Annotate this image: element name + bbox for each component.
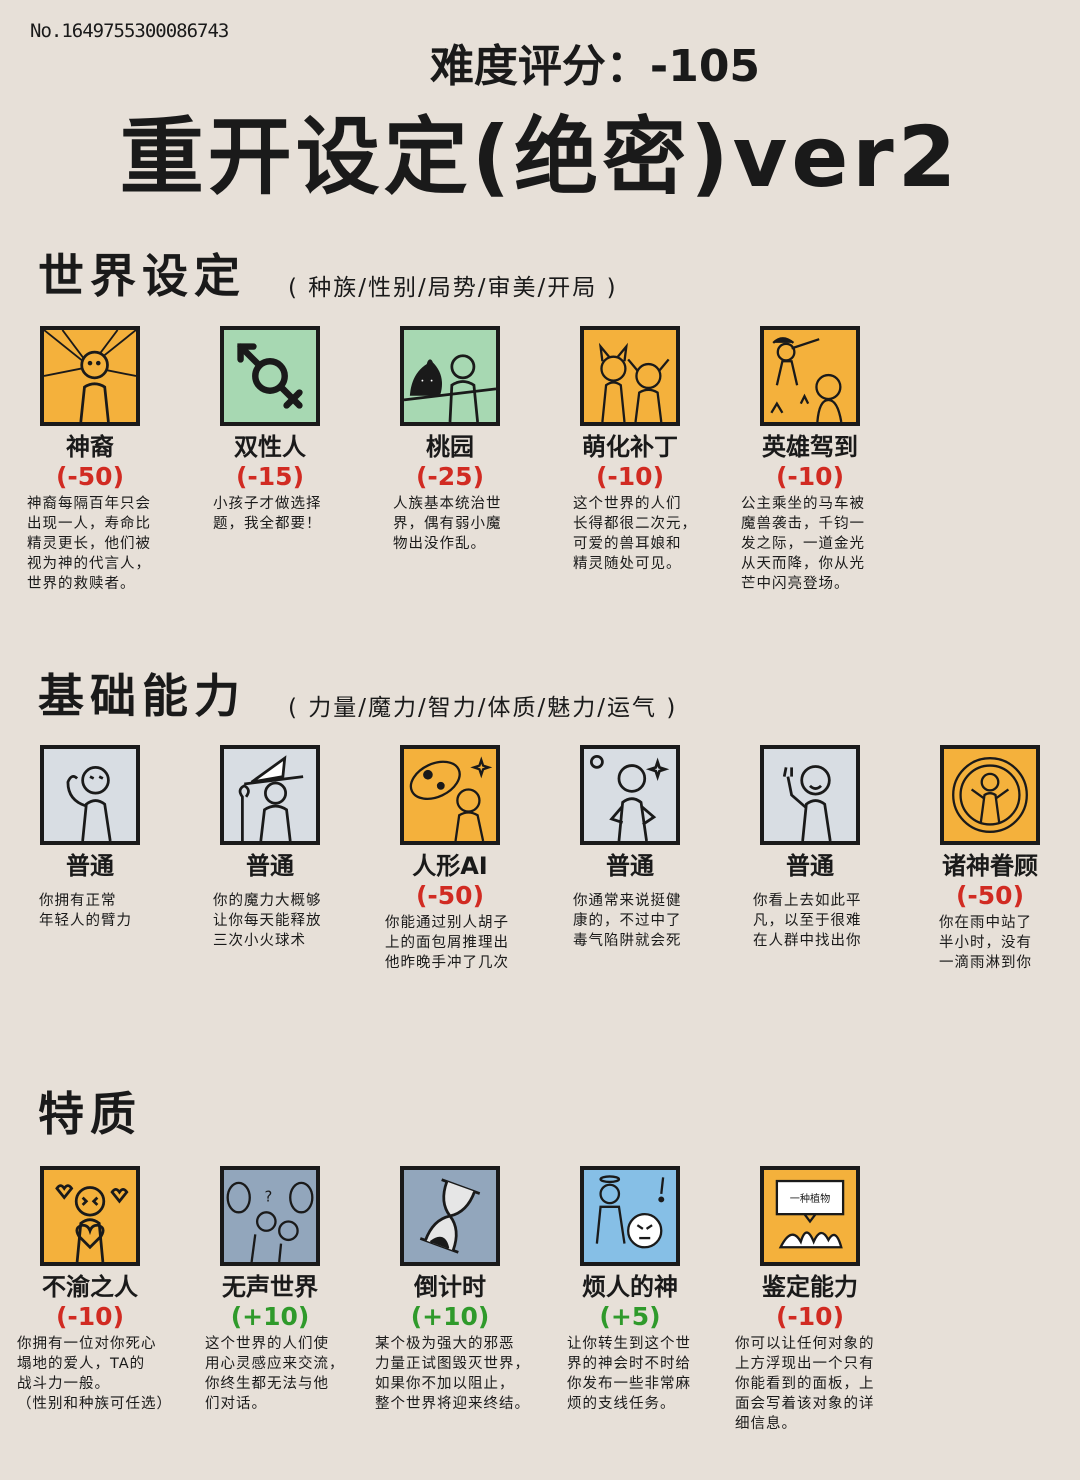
card-name: 诸神眷顾 [942, 852, 1038, 880]
card-description: 你在雨中站了 半小时，没有 一滴雨淋到你 [939, 915, 1032, 971]
page-title: 重开设定(绝密)ver2 [119, 108, 961, 206]
card-name: 人形AI [412, 852, 488, 880]
card-score: (-10) [775, 1302, 845, 1331]
card-description: 公主乘坐的马车被 魔兽袭击，千钧一 发之际，一道金光 从天而降，你从光 芒中闪亮… [741, 496, 865, 592]
svg-text:?: ? [264, 1188, 272, 1205]
blessed-figure-icon [940, 745, 1040, 845]
card-constitution[interactable]: 普通 你通常来说挺健 康的，不过中了 毒气陷阱就会死 [545, 745, 715, 951]
card-name: 英雄驾到 [762, 433, 858, 461]
card-score: (-50) [55, 462, 125, 491]
card-luck[interactable]: 诸神眷顾 (-50) 你在雨中站了 半小时，没有 一滴雨淋到你 [905, 745, 1075, 973]
section-world-heading: 世界设定 [38, 249, 246, 303]
card-charisma[interactable]: 普通 你看上去如此平 凡，以至于很难 在人群中找出你 [725, 745, 895, 951]
card-countdown[interactable]: 倒计时 (+10) 某个极为强大的邪恶 力量正试图毁灭世界， 如果你不加以阻止，… [365, 1166, 535, 1414]
card-moe-patch[interactable]: 萌化补丁 (-10) 这个世界的人们 长得都很二次元， 可爱的兽耳娘和 精灵随处… [545, 326, 715, 574]
card-score: (+10) [230, 1302, 310, 1331]
card-description: 你可以让任何对象的 上方浮现出一个只有 你能看到的面板，上 面会写着该对象的详 … [735, 1336, 875, 1432]
section-world-subtitle: ( 种族/性别/局势/审美/开局 ) [288, 275, 618, 301]
card-name: 普通 [66, 852, 114, 880]
card-name: 神裔 [66, 433, 114, 461]
silent-crowd-icon: ? [220, 1166, 320, 1266]
slime-and-person-icon [400, 326, 500, 426]
card-annoying-god[interactable]: 烦人的神 (+5) 让你转生到这个世 界的神会时不时给 你发布一些非常麻 烦的支… [545, 1166, 715, 1414]
hourglass-icon [400, 1166, 500, 1266]
card-name: 普通 [786, 852, 834, 880]
card-score: (-15) [235, 462, 305, 491]
card-description: 你拥有一位对你死心 塌地的爱人，TA的 战斗力一般。 （性别和种族可任选） [17, 1336, 172, 1412]
card-description: 某个极为强大的邪恶 力量正试图毁灭世界， 如果你不加以阻止， 整个世界将迎来终结… [375, 1336, 530, 1412]
card-description: 你能通过别人胡子 上的面包屑推理出 他昨晚手冲了几次 [385, 915, 509, 971]
card-silent-world[interactable]: ? 无声世界 (+10) 这个世界的人们使 用心灵感应来交流， 你终生都无法与他… [185, 1166, 355, 1414]
card-description: 你的魔力大概够 让你每天能释放 三次小火球术 [213, 893, 322, 949]
card-magic[interactable]: 普通 你的魔力大概够 让你每天能释放 三次小火球术 [185, 745, 355, 951]
card-name: 倒计时 [414, 1273, 486, 1301]
card-description: 你通常来说挺健 康的，不过中了 毒气陷阱就会死 [573, 893, 682, 949]
card-description: 让你转生到这个世 界的神会时不时给 你发布一些非常麻 烦的支线任务。 [567, 1336, 691, 1412]
flexing-figure-icon [40, 745, 140, 845]
card-intersex[interactable]: 双性人 (-15) 小孩子才做选择 题，我全都要！ [185, 326, 355, 534]
card-description: 这个世界的人们使 用心灵感应来交流， 你终生都无法与他 们对话。 [205, 1336, 345, 1412]
card-name: 鉴定能力 [762, 1273, 858, 1301]
difficulty-score: 难度评分：-105 [429, 41, 761, 92]
card-score: (-10) [55, 1302, 125, 1331]
card-divine[interactable]: 神裔 (-50) 神裔每隔百年只会 出现一人，寿命比 精灵更长，他们被 视为神的… [5, 326, 175, 594]
card-name: 无声世界 [222, 1273, 318, 1301]
card-score: (-10) [595, 462, 665, 491]
angry-god-icon [580, 1166, 680, 1266]
card-devoted-lover[interactable]: 不渝之人 (-10) 你拥有一位对你死心 塌地的爱人，TA的 战斗力一般。 （性… [5, 1166, 175, 1414]
section-ability-subtitle: ( 力量/魔力/智力/体质/魅力/运气 ) [288, 695, 678, 721]
card-name: 萌化补丁 [582, 433, 678, 461]
card-description: 人族基本统治世 界，偶有弱小魔 物出没作乱。 [393, 496, 502, 552]
hero-rescue-icon [760, 326, 860, 426]
card-peach-garden[interactable]: 桃园 (-25) 人族基本统治世 界，偶有弱小魔 物出没作乱。 [365, 326, 535, 554]
sunburst-figure-icon [40, 326, 140, 426]
serial-number: No.1649755300086743 [30, 20, 229, 42]
card-name: 双性人 [234, 433, 306, 461]
galaxy-brain-icon [400, 745, 500, 845]
card-name: 烦人的神 [582, 1273, 678, 1301]
section-trait-heading: 特质 [38, 1087, 142, 1141]
card-score: (-50) [955, 881, 1025, 910]
heart-figure-icon [40, 1166, 140, 1266]
appraisal-panel-icon: 一种植物 [760, 1166, 860, 1266]
card-score: (-50) [415, 881, 485, 910]
catgirl-elf-icon [580, 326, 680, 426]
card-strength[interactable]: 普通 你拥有正常 年轻人的臂力 [5, 745, 175, 931]
card-name: 不渝之人 [42, 1273, 138, 1301]
peace-sign-icon [760, 745, 860, 845]
confident-pose-icon [580, 745, 680, 845]
card-appraisal[interactable]: 一种植物 鉴定能力 (-10) 你可以让任何对象的 上方浮现出一个只有 你能看到… [725, 1166, 895, 1434]
appraisal-panel-label: 一种植物 [790, 1192, 830, 1205]
card-name: 普通 [246, 852, 294, 880]
card-score: (+5) [599, 1302, 661, 1331]
card-score: (+10) [410, 1302, 490, 1331]
card-score: (-10) [775, 462, 845, 491]
card-description: 你拥有正常 年轻人的臂力 [39, 893, 132, 929]
card-name: 普通 [606, 852, 654, 880]
gender-symbol-icon [220, 326, 320, 426]
card-description: 神裔每隔百年只会 出现一人，寿命比 精灵更长，他们被 视为神的代言人， 世界的救… [27, 496, 151, 592]
card-hero-arrives[interactable]: 英雄驾到 (-10) 公主乘坐的马车被 魔兽袭击，千钧一 发之际，一道金光 从天… [725, 326, 895, 594]
card-description: 这个世界的人们 长得都很二次元， 可爱的兽耳娘和 精灵随处可见。 [573, 496, 697, 572]
card-intellect[interactable]: 人形AI (-50) 你能通过别人胡子 上的面包屑推理出 他昨晚手冲了几次 [365, 745, 535, 973]
card-description: 你看上去如此平 凡，以至于很难 在人群中找出你 [753, 893, 862, 949]
card-score: (-25) [415, 462, 485, 491]
card-description: 小孩子才做选择 题，我全都要！ [213, 496, 322, 532]
wizard-hat-icon [220, 745, 320, 845]
section-ability-heading: 基础能力 [38, 669, 246, 723]
card-name: 桃园 [426, 433, 474, 461]
